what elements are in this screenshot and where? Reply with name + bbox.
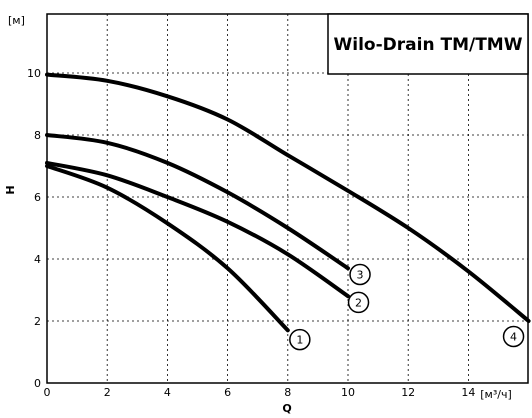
y-tick-label: 10 xyxy=(27,67,41,80)
marker-circle xyxy=(347,291,370,314)
title-box xyxy=(327,13,529,75)
x-tick-label: 2 xyxy=(104,386,111,399)
chart-title: Wilo-Drain TM/TMW xyxy=(334,35,523,55)
y-axis-label: H xyxy=(4,185,17,194)
marker-circle xyxy=(502,325,525,348)
y-tick-label: 6 xyxy=(34,191,41,204)
curve-2 xyxy=(45,160,350,299)
curve-marker-1: 1 xyxy=(289,328,311,351)
curve-marker-3: 3 xyxy=(349,263,371,286)
marker-label: 3 xyxy=(357,269,364,282)
marker-circle xyxy=(349,263,371,286)
x-tick-label: 12 xyxy=(401,386,415,399)
curves xyxy=(45,72,531,333)
marker-circle xyxy=(289,328,311,351)
x-tick-label: 8 xyxy=(284,386,291,399)
curve-marker-2: 2 xyxy=(347,291,370,314)
marker-label: 4 xyxy=(510,331,517,344)
curve-markers: 1 2 3 4 xyxy=(289,263,525,351)
x-tick-label: 4 xyxy=(164,386,171,399)
curve-marker-4: 4 xyxy=(502,325,525,348)
x-axis-label: Q xyxy=(282,402,291,415)
y-tick-label: 0 xyxy=(34,377,41,390)
marker-label: 2 xyxy=(355,296,362,309)
curve-4 xyxy=(45,72,531,323)
x-tick-label: 0 xyxy=(44,386,51,399)
y-tick-label: 2 xyxy=(34,315,41,328)
y-unit-label: [м] xyxy=(8,14,25,27)
x-tick-label: 6 xyxy=(224,386,231,399)
curve-3 xyxy=(45,133,350,271)
plot-frame xyxy=(46,13,529,384)
curve-1 xyxy=(45,164,290,333)
marker-label: 1 xyxy=(296,334,303,347)
y-tick-label: 8 xyxy=(34,129,41,142)
y-tick-label: 4 xyxy=(34,253,41,266)
x-unit-label: [м³/ч] xyxy=(480,388,512,401)
x-tick-label: 14 xyxy=(461,386,475,399)
x-tick-label: 10 xyxy=(341,386,355,399)
